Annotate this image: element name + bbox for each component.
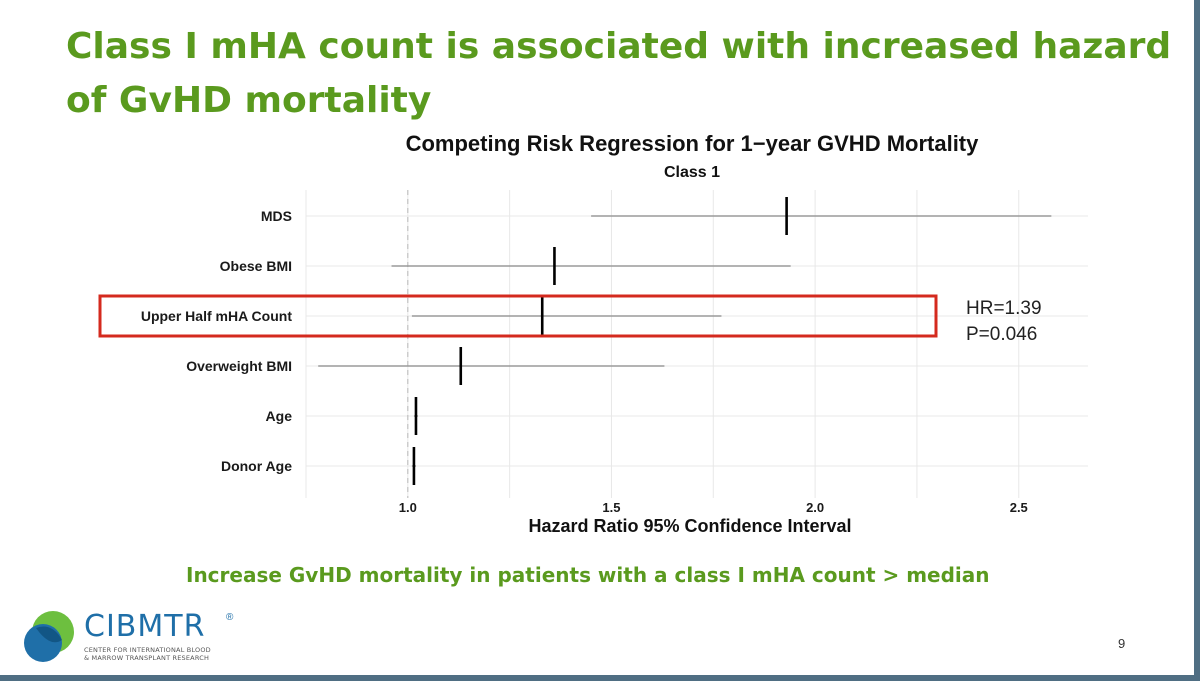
- tagline: Increase GvHD mortality in patients with…: [186, 563, 990, 587]
- p-value-annotation: P=0.046: [966, 324, 1037, 345]
- chart-subtitle: Class 1: [664, 164, 720, 181]
- x-tick-label: 2.0: [806, 500, 824, 515]
- x-axis-label: Hazard Ratio 95% Confidence Interval: [528, 516, 851, 536]
- logo-subtitle-line2: & MARROW TRANSPLANT RESEARCH: [84, 654, 210, 662]
- x-tick-label: 2.5: [1010, 500, 1028, 515]
- x-tick-label: 1.0: [399, 500, 417, 515]
- logo-subtitle-line1: CENTER FOR INTERNATIONAL BLOOD: [84, 646, 211, 654]
- row-label: Obese BMI: [220, 258, 292, 274]
- cibmtr-logo-icon: [24, 611, 74, 662]
- rows-layer: MDS Obese BMI Upper Half mHA Count Overweig…: [98, 197, 1052, 485]
- slide-title: Class I mHA count is associated with inc…: [66, 26, 1172, 121]
- logo-name: CIBMTR: [84, 609, 206, 644]
- forest-plot: Competing Risk Regression for 1−year GVH…: [98, 120, 1098, 550]
- cibmtr-logo: CIBMTR ® CENTER FOR INTERNATIONAL BLOOD …: [22, 608, 262, 668]
- row-label: Upper Half mHA Count: [141, 308, 292, 324]
- row-label: MDS: [261, 208, 292, 224]
- logo-subtitle: CENTER FOR INTERNATIONAL BLOOD & MARROW …: [84, 646, 211, 662]
- page-number: 9: [1118, 636, 1126, 651]
- row-label: Age: [266, 408, 293, 424]
- hr-annotation: HR=1.39: [966, 298, 1042, 319]
- highlight-box: [98, 294, 938, 338]
- forest-plot-svg: Competing Risk Regression for 1−year GVH…: [98, 131, 1088, 536]
- row-label: Overweight BMI: [186, 358, 292, 374]
- x-tick-label: 1.5: [602, 500, 620, 515]
- x-tick-labels: 1.0 1.5 2.0 2.5: [399, 500, 1028, 515]
- row-label: Donor Age: [221, 458, 292, 474]
- chart-title: Competing Risk Regression for 1−year GVH…: [406, 131, 980, 156]
- logo-registered-mark: ®: [226, 612, 234, 623]
